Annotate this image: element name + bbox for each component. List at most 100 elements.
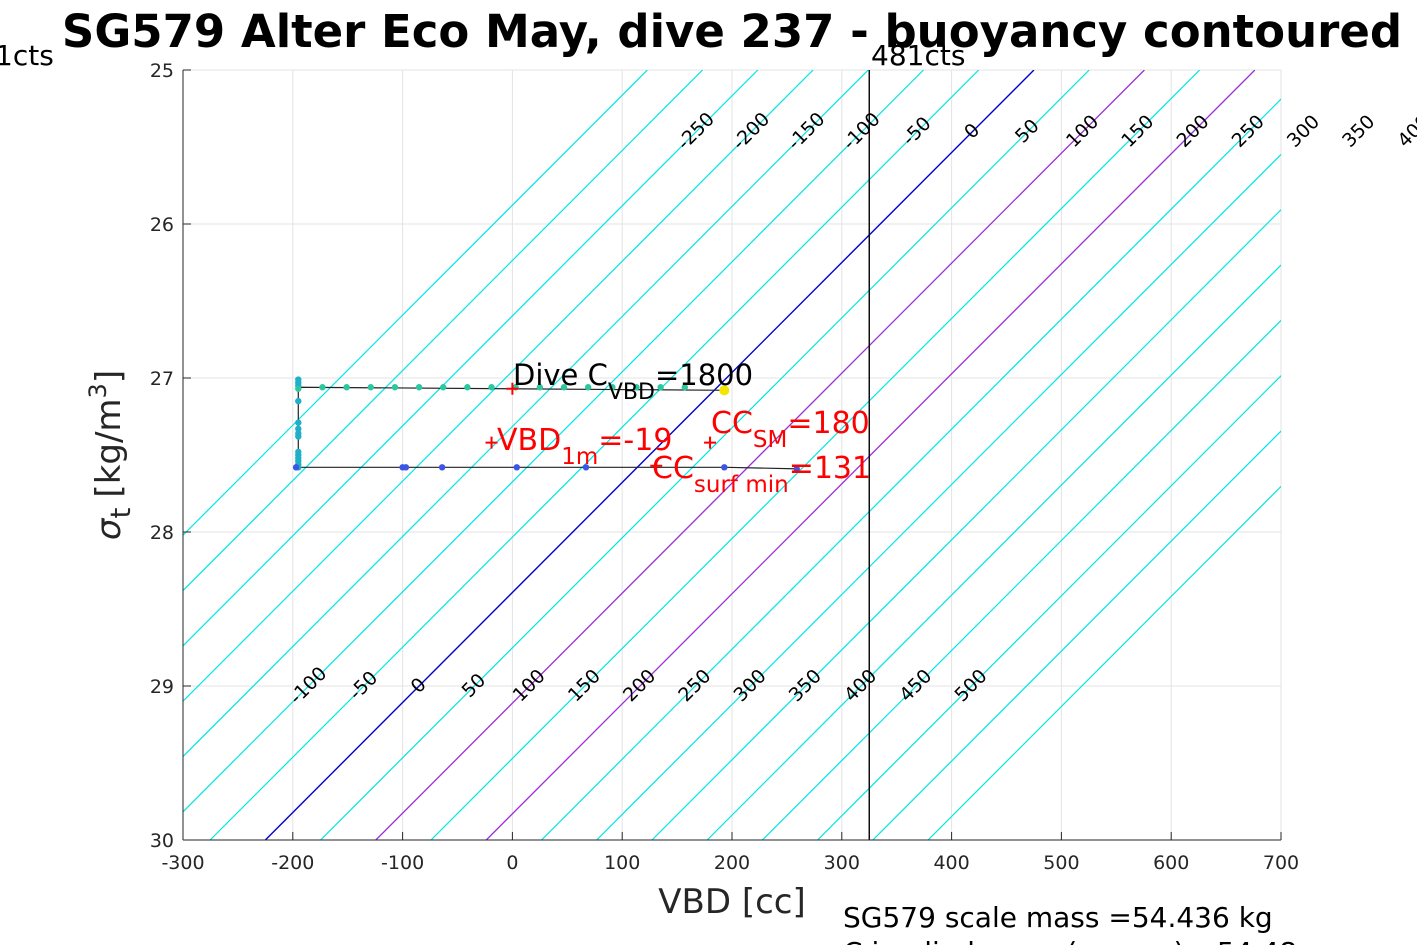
vertical-point xyxy=(295,425,302,433)
descent-point xyxy=(343,384,350,391)
x-tick-label: 200 xyxy=(714,852,750,874)
contour-line-100 xyxy=(375,70,1145,840)
chart-title: SG579 Alter Eco May, dive 237 - buoyancy… xyxy=(62,5,1402,58)
x-tick-label: 100 xyxy=(604,852,640,874)
y-axis-label-symbol: σ xyxy=(89,517,129,540)
x-tick-label: -200 xyxy=(271,852,314,874)
descent-point xyxy=(415,384,423,391)
descent-point xyxy=(609,384,616,391)
vertical-point xyxy=(295,397,302,405)
contour-line--100 xyxy=(183,70,924,813)
contour-line--250 xyxy=(183,70,759,647)
axes: -300 -200 -100 0 100 200 300 400 500 600 700 25 26 27… xyxy=(150,60,1299,874)
annotation-cc-surf-min-suffix: =131 xyxy=(789,451,871,486)
footer-scale-mass: SG579 scale mass =54.436 kg xyxy=(843,901,1273,934)
descent-point xyxy=(464,384,471,391)
contour-line-200 xyxy=(485,70,1256,840)
x-tick-label: 300 xyxy=(824,852,860,874)
descent-point xyxy=(319,384,326,391)
surface-point xyxy=(719,385,730,396)
descent-point xyxy=(560,384,568,391)
contour-line-500 xyxy=(817,374,1281,840)
descent-point xyxy=(488,384,495,391)
contour-line-extra xyxy=(927,485,1281,840)
contour-label-top: 350 xyxy=(1338,111,1379,152)
descent-point xyxy=(536,384,544,391)
y-tick-label: 30 xyxy=(150,830,174,852)
y-tick-label: 26 xyxy=(150,214,174,236)
contour-line-150 xyxy=(430,70,1201,840)
contour-label-top: 300 xyxy=(1283,111,1324,152)
ascent-point xyxy=(402,464,410,471)
annotation-cc-surf-min-prefix: CC xyxy=(652,451,694,486)
x-axis-label: VBD [cc] xyxy=(658,882,806,922)
descent-point xyxy=(391,384,399,391)
annotation-cc-surf-min-sub: surf min xyxy=(694,472,789,498)
y-axis-label-unit: [kg/m xyxy=(89,398,129,497)
x-tick-label: -300 xyxy=(161,852,204,874)
annotation-vbd-1m-suffix: =-19 xyxy=(598,423,672,458)
x-tick-label: 400 xyxy=(933,852,969,874)
y-axis-label-unit-close: ] xyxy=(89,370,129,383)
annotation-cc-sm: CCSM=180 xyxy=(711,406,870,453)
x-tick-label: 600 xyxy=(1153,852,1189,874)
descent-point xyxy=(633,384,640,391)
annotation-marker xyxy=(506,382,519,395)
descent-point xyxy=(295,385,302,392)
annotation-cc-surf-min: CCsurf min=131 xyxy=(652,451,871,498)
annotation-dive-c-vbd-prefix: Dive C xyxy=(513,358,608,392)
descent-point xyxy=(440,384,447,391)
contour-line-0 xyxy=(264,70,1035,840)
contour-line-250 xyxy=(541,98,1281,840)
x-tick-label: 500 xyxy=(1043,852,1079,874)
vertical-point xyxy=(295,419,302,426)
vbd-limit-left-label: 1cts xyxy=(0,39,54,72)
plot-area: -250 -200 -150 -100 -50 0 50 100 150 200 250 300 350… xyxy=(150,60,1417,874)
vertical-point xyxy=(295,433,302,440)
contour-line-350 xyxy=(651,208,1281,840)
contour-line--200 xyxy=(183,70,814,703)
ascent-point xyxy=(582,464,590,471)
annotation-marker xyxy=(650,459,663,472)
contour-line--50 xyxy=(209,70,980,840)
annotation-vbd-1m-prefix: VBD xyxy=(497,423,561,458)
x-tick-label: 700 xyxy=(1263,852,1299,874)
descent-point xyxy=(681,384,688,391)
ascent-point xyxy=(721,464,728,471)
annotation-marker xyxy=(704,436,717,449)
ascent-point xyxy=(793,465,800,473)
y-tick-label: 27 xyxy=(150,368,174,390)
contour-line-50 xyxy=(320,70,1090,840)
annotation-dive-c-vbd-suffix: =1800 xyxy=(655,358,753,392)
x-tick-label: 0 xyxy=(506,852,518,874)
y-axis-label-sub: t xyxy=(104,508,137,519)
y-tick-label: 29 xyxy=(150,676,174,698)
contour-line-extra xyxy=(872,430,1281,840)
annotation-vbd-1m: VBD1m=-19 xyxy=(497,423,672,470)
annotation-markers xyxy=(485,382,717,472)
ascent-point xyxy=(438,464,446,471)
annotation-vbd-1m-sub: 1m xyxy=(561,444,598,470)
contour-line-400 xyxy=(706,264,1281,840)
annotation-cc-sm-sub: SM xyxy=(753,427,787,453)
dive-points xyxy=(292,376,800,473)
descent-point xyxy=(367,384,374,391)
y-tick-label: 28 xyxy=(150,522,174,544)
y-tick-label: 25 xyxy=(150,60,174,82)
annotation-cc-sm-suffix: =180 xyxy=(787,406,869,441)
contour-line-300 xyxy=(596,153,1281,840)
contour-line-450 xyxy=(761,319,1281,840)
annotation-dive-c-vbd-sub: VBD xyxy=(608,380,655,405)
y-axis-label-unit-sup: 3 xyxy=(84,383,112,398)
y-axis-label: σt [kg/m3] xyxy=(84,370,137,540)
contour-line-extra xyxy=(183,70,648,537)
annotation-dive-c-vbd: Dive CVBD=1800 xyxy=(513,358,753,405)
ascent-point xyxy=(513,464,520,471)
descent-point xyxy=(657,384,664,391)
descent-point xyxy=(584,384,592,391)
annotation-marker xyxy=(485,436,498,449)
footer-implied-mass: C implied mass (approx) =54.48 xyxy=(843,936,1297,945)
annotation-cc-sm-prefix: CC xyxy=(711,406,753,441)
contour-line-extra xyxy=(183,70,703,592)
